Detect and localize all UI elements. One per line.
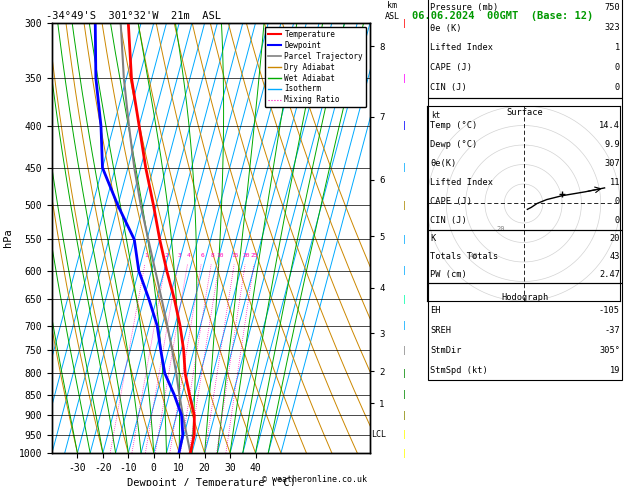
Text: 0: 0 [615,84,620,92]
Text: |: | [403,73,406,83]
Text: |: | [403,321,406,330]
Text: |: | [403,369,406,378]
Text: 8: 8 [210,254,214,259]
Text: 4: 4 [187,254,191,259]
Text: Hodograph: Hodograph [501,293,548,302]
Text: θe (K): θe (K) [430,23,462,33]
Text: © weatheronline.co.uk: © weatheronline.co.uk [262,474,367,484]
Text: 15: 15 [231,254,239,259]
Text: -37: -37 [604,326,620,335]
Text: 11: 11 [610,178,620,187]
Text: 20: 20 [496,226,505,232]
Text: |: | [403,201,406,210]
Text: 25: 25 [251,254,259,259]
Text: |: | [403,121,406,130]
Text: 10: 10 [216,254,224,259]
Text: 1: 1 [615,44,620,52]
Text: 9.9: 9.9 [604,140,620,149]
Text: Lifted Index: Lifted Index [430,44,493,52]
Text: 307: 307 [604,159,620,168]
Text: 750: 750 [604,3,620,13]
Text: Pressure (mb): Pressure (mb) [430,3,498,13]
Text: 14.4: 14.4 [599,121,620,130]
Text: 0: 0 [615,197,620,206]
Text: K: K [430,234,435,243]
Text: -34°49'S  301°32'W  21m  ASL: -34°49'S 301°32'W 21m ASL [46,11,221,20]
Text: StmDir: StmDir [430,346,462,355]
Text: CAPE (J): CAPE (J) [430,64,472,72]
Text: Surface: Surface [506,108,543,117]
Text: LCL: LCL [370,430,386,439]
Text: 19: 19 [610,365,620,375]
Text: Temp (°C): Temp (°C) [430,121,477,130]
Text: |: | [403,163,406,173]
Text: CAPE (J): CAPE (J) [430,197,472,206]
Text: kt: kt [431,111,440,120]
Text: Lifted Index: Lifted Index [430,178,493,187]
Text: 3: 3 [177,254,181,259]
Text: 40: 40 [469,253,478,259]
Text: 2.47: 2.47 [599,270,620,278]
Text: SREH: SREH [430,326,451,335]
Text: EH: EH [430,306,440,315]
Text: 2: 2 [165,254,169,259]
Text: 305°: 305° [599,346,620,355]
Text: CIN (J): CIN (J) [430,216,467,225]
Text: |: | [403,18,406,28]
Text: 6: 6 [200,254,204,259]
Text: -105: -105 [599,306,620,315]
Text: |: | [403,235,406,244]
Y-axis label: hPa: hPa [3,228,13,247]
Text: 43: 43 [610,252,620,261]
Text: |: | [403,449,406,457]
Text: |: | [403,430,406,439]
Text: 20: 20 [610,234,620,243]
Text: Dewp (°C): Dewp (°C) [430,140,477,149]
Text: θe(K): θe(K) [430,159,456,168]
Text: 06.06.2024  00GMT  (Base: 12): 06.06.2024 00GMT (Base: 12) [412,11,593,20]
Text: PW (cm): PW (cm) [430,270,467,278]
Text: 0: 0 [615,64,620,72]
Text: |: | [403,346,406,355]
Text: |: | [403,411,406,420]
Text: |: | [403,390,406,399]
Text: CIN (J): CIN (J) [430,84,467,92]
Text: 1: 1 [144,254,148,259]
Text: km
ASL: km ASL [384,1,399,20]
Legend: Temperature, Dewpoint, Parcel Trajectory, Dry Adiabat, Wet Adiabat, Isotherm, Mi: Temperature, Dewpoint, Parcel Trajectory… [265,27,366,107]
Text: 20: 20 [242,254,250,259]
Text: StmSpd (kt): StmSpd (kt) [430,365,487,375]
Text: 0: 0 [615,216,620,225]
Text: |: | [403,295,406,304]
Text: Totals Totals: Totals Totals [430,252,498,261]
Text: |: | [403,266,406,275]
Text: 323: 323 [604,23,620,33]
X-axis label: Dewpoint / Temperature (°C): Dewpoint / Temperature (°C) [126,478,296,486]
